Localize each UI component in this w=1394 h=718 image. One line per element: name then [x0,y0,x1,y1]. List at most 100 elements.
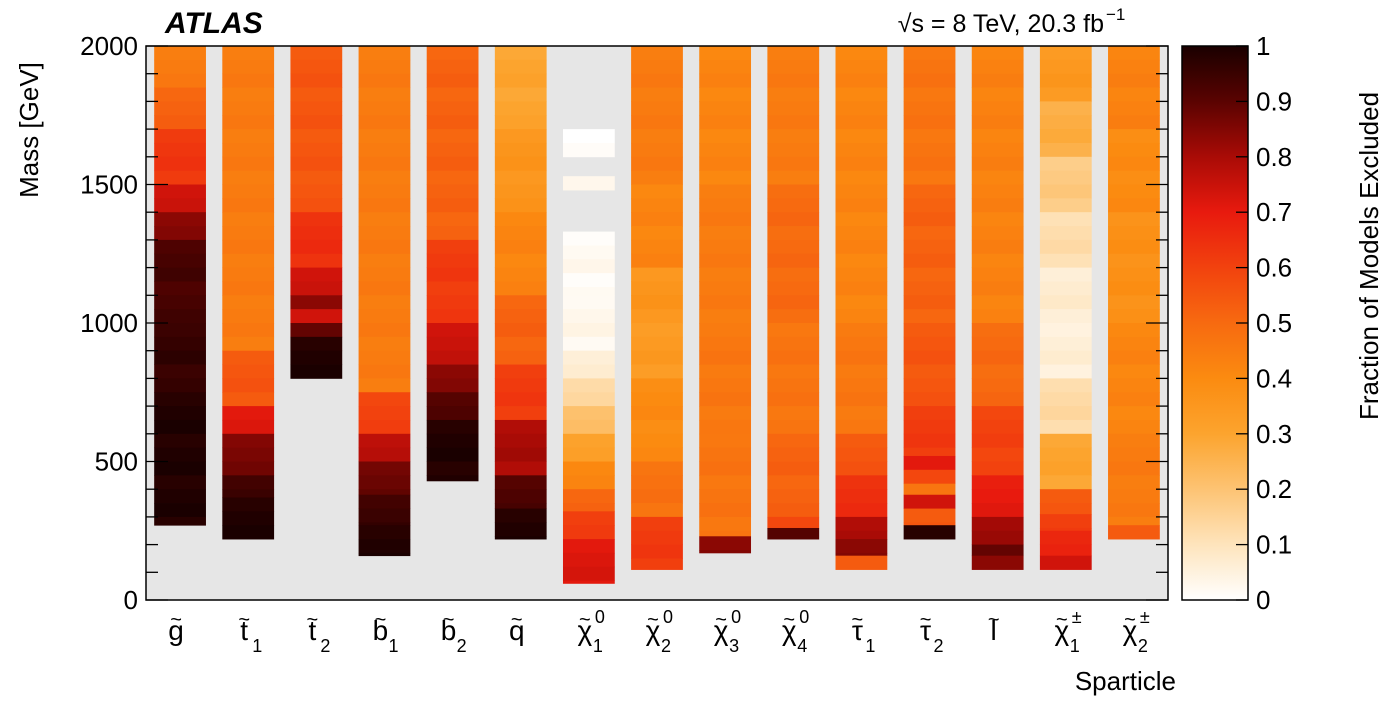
energy-lumi-label: √s = 8 TeV, 20.3 fb [898,10,1104,38]
heatmap-cell [903,87,956,102]
heatmap-cell [835,59,888,75]
x-axis-category-labels: g~ t~1 t~2 b~1 b~2 q~ χ~10 χ~20 χ~30 χ~40 τ~1 τ~2 l~… [168,607,1150,656]
heatmap-cell [494,184,547,199]
heatmap-cell [426,212,479,227]
heatmap-cell [562,406,615,421]
heatmap-cell [358,522,411,526]
colorbar-tick-label: 0.6 [1256,253,1292,283]
heatmap-cell [1039,142,1092,158]
heatmap-cell [562,552,615,568]
heatmap-cell [562,475,615,490]
heatmap-cell [699,461,752,476]
heatmap-cell [1039,115,1092,130]
heatmap-cell [154,115,206,130]
heatmap-cell [290,350,343,365]
heatmap-cell [971,503,1024,518]
heatmap-cell [971,392,1024,407]
heatmap-cell [1039,212,1092,227]
heatmap-cell [835,419,888,435]
x-category-subscript: 1 [865,636,875,656]
heatmap-cell [903,494,956,509]
heatmap-cell [835,142,888,158]
colorbar-tick-labels: 0 0.1 0.2 0.3 0.4 0.5 0.6 0.7 0.8 0.9 1 [1256,31,1292,615]
heatmap-cell [699,142,752,158]
heatmap-cell [835,295,888,310]
heatmap-cell [222,350,275,365]
heatmap-cell [631,530,683,545]
heatmap-cell [971,295,1024,310]
heatmap-cell [358,508,411,523]
heatmap-cell [494,115,547,130]
heatmap-cell [767,46,820,61]
heatmap-cell [1039,267,1092,282]
heatmap-cell [767,378,820,393]
heatmap-cell [562,286,615,296]
heatmap-cell [290,184,343,199]
heatmap-cell [971,73,1024,88]
heatmap-cell [494,522,547,537]
heatmap-cell [358,156,411,172]
heatmap-cell [903,508,956,523]
heatmap-cell [903,309,956,324]
heatmap-cell [1039,514,1092,529]
heatmap-cell [426,101,479,116]
heatmap-cell [154,475,206,490]
heatmap-cell [222,115,275,130]
heatmap-cell [971,226,1024,241]
heatmap-cell [903,115,956,130]
heatmap-cell [494,350,547,365]
heatmap-cell [358,212,411,227]
heatmap-cell [358,539,411,554]
heatmap-cell [903,295,956,310]
heatmap-cell [1108,309,1160,324]
heatmap-cell [903,142,956,158]
heatmap-cell [971,115,1024,130]
heatmap-cell [971,461,1024,476]
heatmap-cell [1108,364,1160,379]
heatmap-cell [631,184,683,199]
heatmap-cell [426,156,479,172]
tilde-mark: ~ [920,609,932,631]
heatmap-cell [835,115,888,130]
heatmap-cell [222,212,275,227]
heatmap-cell [1108,406,1160,421]
heatmap-cell [631,516,683,532]
x-category-label: χ~1 0 [578,607,605,656]
heatmap-cell [971,212,1024,227]
heatmap-cell [426,475,479,482]
heatmap-cell [562,566,615,582]
heatmap-cell [290,336,343,352]
heatmap-cell [494,475,547,490]
tilde-mark: ~ [783,609,795,631]
heatmap-cell [426,392,479,407]
heatmap-cell [1039,309,1092,324]
heatmap-cell [154,350,206,365]
heatmap-cell [903,364,956,379]
heatmap-cell [494,489,547,504]
heatmap-cell [699,156,752,172]
x-category-superscript: 0 [799,607,809,627]
colorbar-tick-label: 1 [1256,31,1270,61]
heatmap-cell [222,419,275,435]
heatmap-cell [903,239,956,255]
heatmap-cell [767,115,820,130]
heatmap-cell [903,156,956,172]
heatmap-cell [631,142,683,158]
heatmap-cell [903,469,956,485]
heatmap-cell [426,447,479,462]
heatmap-cell [1108,142,1160,158]
heatmap-cell [903,198,956,213]
heatmap-cell [699,295,752,310]
heatmap-cell [154,503,206,518]
heatmap-cell [154,336,206,352]
colorbar-tick-label: 0.8 [1256,142,1292,172]
tilde-mark: ~ [306,609,318,631]
heatmap-cell [1108,239,1160,255]
heatmap-cell [1108,281,1160,296]
heatmap-cell [1108,156,1160,172]
heatmap-cell [631,212,683,227]
heatmap-cell [631,544,683,559]
heatmap-cell [631,73,683,88]
heatmap-cell [631,59,683,75]
x-category-subscript: 2 [1138,636,1148,656]
